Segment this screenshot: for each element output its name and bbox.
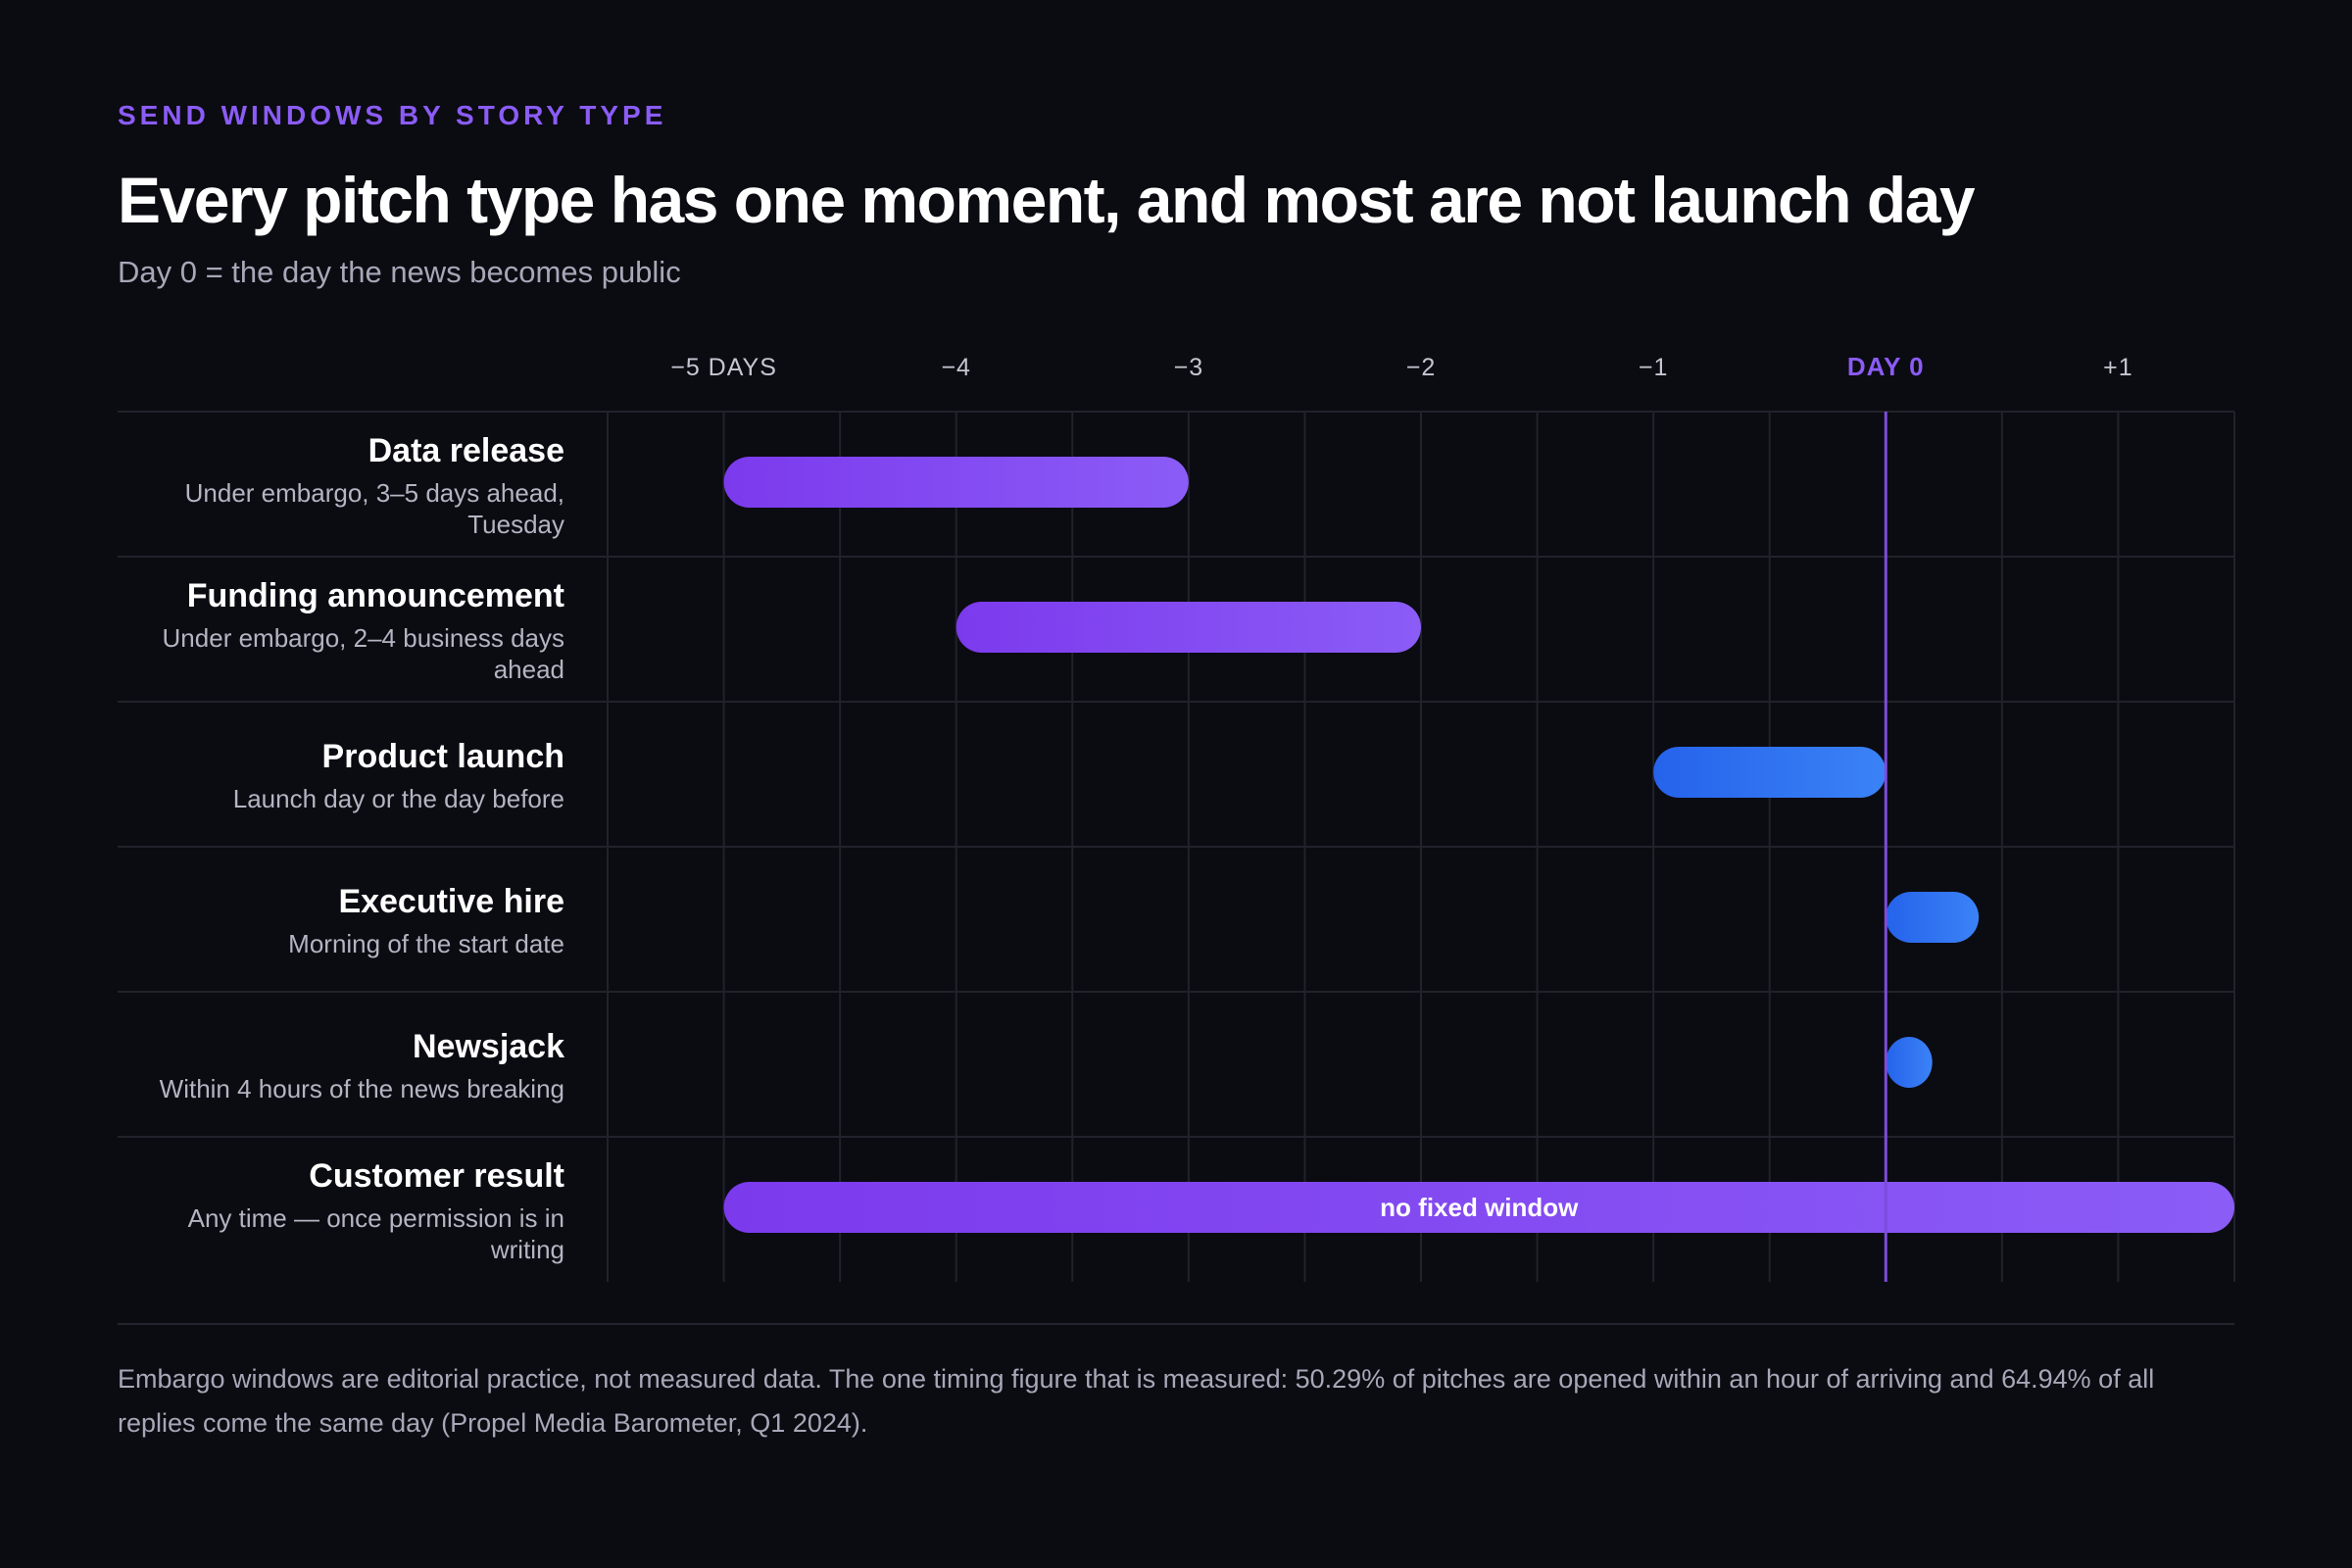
chart-subtitle: Day 0 = the day the news becomes public <box>118 255 681 289</box>
row-sublabel: writing <box>490 1235 564 1264</box>
timeline-chart: Data release Under embargo, 3–5 days ahea… <box>118 352 2235 1282</box>
row-sublabel: Under embargo, 3–5 days ahead, <box>185 478 564 508</box>
range-bar <box>1653 747 1886 798</box>
range-bar <box>723 1182 2234 1233</box>
row-label: Executive hire <box>338 883 564 920</box>
tick-label: −4 <box>941 354 971 381</box>
row-sublabel: Tuesday <box>467 510 564 539</box>
tick-label: DAY 0 <box>1847 352 1925 381</box>
row-label: Funding announcement <box>187 577 564 614</box>
row-label: Newsjack <box>413 1028 564 1065</box>
chart-eyebrow: SEND WINDOWS BY STORY TYPE <box>118 100 667 130</box>
tick-label: +1 <box>2103 354 2133 381</box>
row-sublabel: Morning of the start date <box>288 929 564 958</box>
row-label: Customer result <box>309 1157 564 1195</box>
row-sublabel: Launch day or the day before <box>233 784 564 813</box>
row-sublabel: Under embargo, 2–4 business days <box>163 623 564 653</box>
range-bar <box>723 457 1189 508</box>
range-bar <box>1886 892 1980 943</box>
row-label: Data release <box>368 432 564 469</box>
range-bar <box>1886 1037 1933 1088</box>
chart-title: Every pitch type has one moment, and mos… <box>118 164 1976 236</box>
tick-label: −1 <box>1639 354 1669 381</box>
row-sublabel: Any time — once permission is in <box>188 1203 564 1233</box>
footer-divider <box>118 1323 2234 1325</box>
range-bar <box>956 602 1421 653</box>
tick-label: −2 <box>1406 354 1437 381</box>
row-sublabel: Within 4 hours of the news breaking <box>160 1074 564 1103</box>
bar-label: no fixed window <box>1380 1193 1579 1222</box>
footnote: Embargo windows are editorial practice, … <box>118 1364 2155 1438</box>
tick-label: −3 <box>1174 354 1204 381</box>
tick-label: −5 DAYS <box>670 354 777 381</box>
row-label: Product launch <box>322 738 564 775</box>
row-sublabel: ahead <box>494 655 564 684</box>
